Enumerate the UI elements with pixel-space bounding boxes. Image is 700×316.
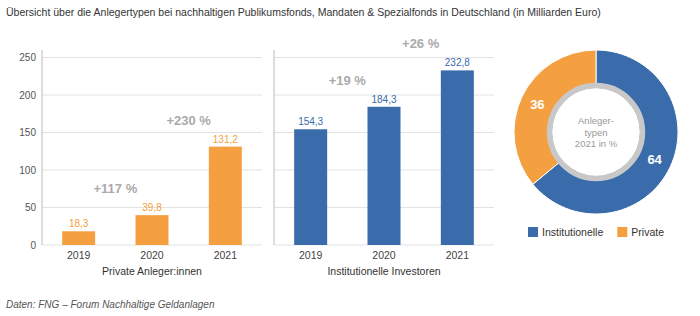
- bar-panel: 154,3 184,3 232,8 2019 2020 2021 Institutionel…: [274, 36, 494, 277]
- x-tick-label: 2021: [446, 249, 470, 261]
- bar: [62, 231, 95, 245]
- donut: 64 36 Anleger-typen2021 in %: [514, 50, 678, 214]
- bar: [368, 107, 401, 245]
- x-tick-label: 2020: [140, 249, 164, 261]
- data-label: 232,8: [445, 57, 470, 68]
- y-tick-label: 150: [19, 127, 36, 138]
- chart: Übersicht über die Anlegertypen bei nach…: [0, 0, 700, 316]
- bar: [209, 147, 242, 245]
- data-label: 131,2: [213, 134, 238, 145]
- y-axis-line: [42, 50, 43, 245]
- center-text-line: typen: [584, 127, 607, 138]
- x-axis-label: Private Anleger:innen: [102, 265, 202, 277]
- inner-ring: [550, 86, 643, 179]
- bar: [136, 215, 169, 245]
- data-label: 36: [530, 97, 544, 112]
- legend-label: Institutionelle: [542, 226, 603, 238]
- center-text-line: Anleger-: [578, 115, 614, 126]
- data-label: 64: [647, 152, 662, 167]
- x-tick-label: 2021: [214, 249, 238, 261]
- y-axis-line: [274, 50, 275, 245]
- footnote: Daten: FNG – Forum Nachhaltige Geldanlag…: [6, 299, 215, 310]
- y-tick-label: 250: [19, 52, 36, 63]
- data-label: 184,3: [371, 94, 396, 105]
- grid-line: [42, 57, 262, 58]
- bar: [441, 70, 474, 245]
- x-axis-label: Institutionelle Investoren: [327, 265, 440, 277]
- y-tick-label: 0: [30, 240, 36, 251]
- data-label: 39,8: [142, 202, 162, 213]
- x-tick-label: 2019: [299, 249, 323, 261]
- legend-swatch: [617, 227, 627, 237]
- center-text-line: 2021 in %: [575, 138, 618, 149]
- bars: [62, 147, 242, 245]
- bars: [294, 70, 474, 245]
- title: Übersicht über die Anlegertypen bei nach…: [6, 6, 601, 18]
- y-tick-label: 50: [25, 202, 37, 213]
- y-tick-label: 100: [19, 165, 36, 176]
- grid-line: [42, 95, 262, 96]
- annotation: +26 %: [402, 36, 440, 51]
- annotation: +19 %: [329, 73, 367, 88]
- data-label: 18,3: [69, 218, 89, 229]
- data-label: 154,3: [298, 116, 323, 127]
- legend-label: Private: [631, 226, 664, 238]
- y-tick-label: 200: [19, 90, 36, 101]
- donut-center: [553, 89, 640, 176]
- x-tick-label: 2019: [67, 249, 91, 261]
- legend-swatch: [528, 227, 538, 237]
- bar-panel: 0 50 100 150 200 250 18,3 39,8 131,2 2019 2020 2021…: [19, 50, 262, 277]
- bar: [294, 129, 327, 245]
- x-tick-label: 2020: [372, 249, 396, 261]
- annotation: +230 %: [166, 113, 211, 128]
- annotation: +117 %: [93, 181, 137, 196]
- center-text: Anleger-typen2021 in %: [575, 115, 618, 149]
- legend: Institutionelle Private: [528, 226, 664, 238]
